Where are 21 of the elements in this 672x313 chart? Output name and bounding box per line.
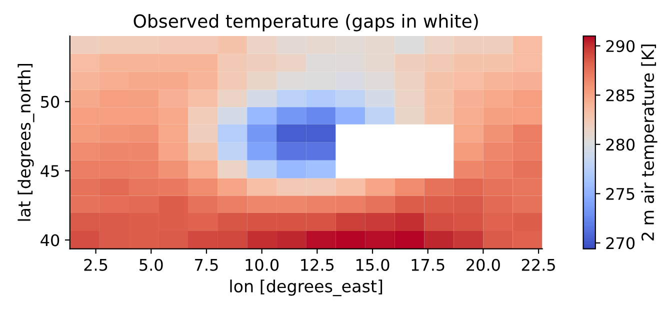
y-tick-label: 40 bbox=[40, 234, 60, 246]
x-tick-label: 2.5 bbox=[84, 258, 108, 271]
x-tick-label: 12.5 bbox=[301, 258, 334, 271]
x-tick-label: 15.0 bbox=[356, 258, 390, 271]
x-tick-label: 22.5 bbox=[522, 258, 555, 271]
x-tick-label: 20.0 bbox=[466, 258, 500, 271]
chart-title: Observed temperature (gaps in white) bbox=[134, 14, 478, 32]
color-bar-label: 285 bbox=[606, 89, 634, 102]
color-bar-label: 290 bbox=[606, 40, 635, 52]
x-axis-title: lon [degrees_east] bbox=[230, 280, 382, 296]
color-bar-label: 275 bbox=[606, 188, 634, 200]
color-bar-label: 280 bbox=[606, 138, 635, 151]
x-tick-label: 10.0 bbox=[246, 258, 279, 271]
y-tick-label: 45 bbox=[40, 165, 59, 178]
x-tick-label: 17.5 bbox=[412, 259, 444, 271]
y-tick-label: 50 bbox=[41, 96, 60, 108]
color-bar-title: 2 m air temperature [K] bbox=[641, 44, 658, 240]
x-tick-label: 7.5 bbox=[195, 259, 218, 271]
y-axis-title: lat [degrees_north] bbox=[18, 64, 34, 221]
color-bar-label: 270 bbox=[606, 237, 635, 250]
x-tick-label: 5.0 bbox=[140, 258, 163, 271]
